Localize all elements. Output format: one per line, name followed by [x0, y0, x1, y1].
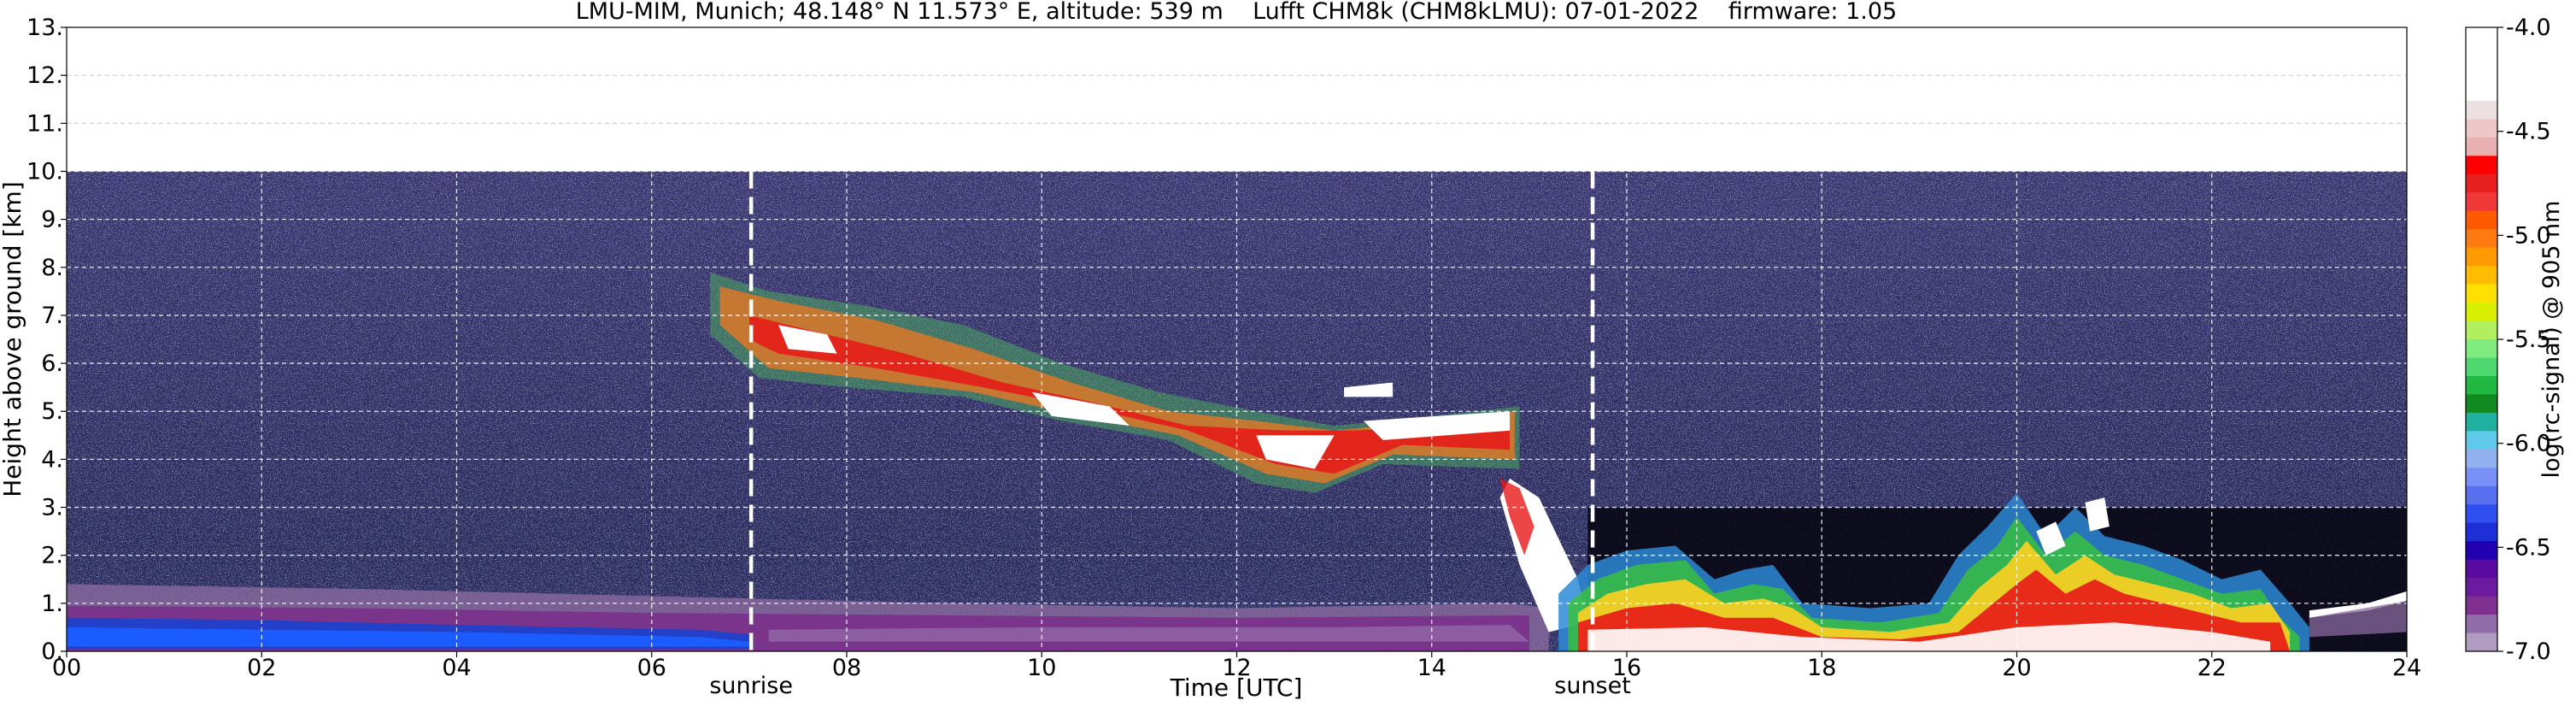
colorbar-segment — [2466, 63, 2497, 84]
x-tick-label: 18 — [1807, 655, 1836, 681]
y-tick-label: 0. — [41, 638, 63, 665]
colorbar-segment — [2466, 522, 2497, 542]
x-tick-label: 04 — [442, 655, 471, 681]
cirrus-core — [748, 315, 1511, 474]
x-tick-label: 16 — [1612, 655, 1641, 681]
y-axis: 0. 1. 2. 3. 4. 5. 6. 7. 8. 9. 10. 11. 12. 13. — [26, 15, 67, 665]
cirrus-white-3 — [1256, 435, 1335, 469]
y-tick-label: 1. — [41, 591, 63, 617]
x-tick-label: 24 — [2392, 655, 2421, 681]
annotation-layer: sunrise sunset — [709, 673, 1630, 699]
marker-layer — [748, 171, 1595, 651]
colorbar-segment — [2466, 541, 2497, 561]
colorbar-segment — [2466, 632, 2497, 652]
x-tick-label: 10 — [1027, 655, 1056, 681]
y-tick-label: 8. — [41, 255, 63, 281]
colorbar-segment — [2466, 229, 2497, 249]
x-tick-label: 12 — [1222, 655, 1251, 681]
colorbar-segment — [2466, 27, 2497, 47]
colorbar-tick-label: -4.0 — [2506, 15, 2551, 41]
y-tick-label: 4. — [41, 446, 63, 473]
y-tick-label: 3. — [41, 495, 63, 521]
colorbar-segment — [2466, 100, 2497, 120]
low-cloud-white-top-2 — [2085, 497, 2110, 532]
colorbar-segment — [2466, 357, 2497, 377]
colorbar-segment — [2466, 339, 2497, 359]
colorbar-segment — [2466, 485, 2497, 505]
x-tick-label: 06 — [637, 655, 666, 681]
low-cloud-white-top-1 — [2036, 521, 2066, 556]
colorbar-segment — [2466, 504, 2497, 524]
x-tick-label: 22 — [2198, 655, 2227, 681]
colorbar-segment — [2466, 559, 2497, 579]
y-tick-label: 10. — [26, 158, 63, 185]
colorbar-segment — [2466, 45, 2497, 65]
colorbar-segment — [2466, 596, 2497, 615]
boundary-layer-core — [67, 627, 749, 647]
grid-layer — [67, 27, 2407, 651]
y-tick-label: 13. — [26, 15, 63, 41]
x-tick-label: 02 — [247, 655, 276, 681]
y-tick-label: 6. — [41, 350, 63, 377]
colorbar: -4.0 -4.5 -5.0 -5.5 -6.0 -6.5 -7.0 — [2465, 15, 2551, 665]
colorbar-segment — [2466, 578, 2497, 597]
colorbar-tick-label: -5.0 — [2506, 222, 2551, 249]
colorbar-segment — [2466, 156, 2497, 175]
colorbar-segment — [2466, 210, 2497, 230]
plot-area — [67, 27, 2407, 651]
colorbar-segment — [2466, 468, 2497, 487]
sunset-label: sunset — [1554, 673, 1631, 699]
cirrus-white-2 — [1031, 391, 1130, 427]
colorbar-segment — [2466, 82, 2497, 102]
colorbar-label: log(rc-signal) @ 905 nm — [2538, 201, 2565, 479]
colorbar-tick-label: -6.0 — [2506, 431, 2551, 457]
boundary-layer-day — [768, 625, 1529, 642]
x-tick-label: 20 — [2002, 655, 2031, 681]
x-tick-label: 00 — [52, 655, 81, 681]
colorbar-segment — [2466, 303, 2497, 322]
colorbar-segment — [2466, 449, 2497, 468]
colorbar-segment — [2466, 321, 2497, 340]
colorbar-segment — [2466, 284, 2497, 303]
colorbar-tick-label: -7.0 — [2506, 638, 2551, 665]
late-layer-white — [2309, 591, 2407, 618]
colorbar-segment — [2466, 119, 2497, 138]
y-tick-label: 9. — [41, 207, 63, 233]
y-axis-label: Height above ground [km] — [0, 181, 26, 497]
sunrise-label: sunrise — [709, 673, 793, 699]
x-tick-label: 14 — [1417, 655, 1446, 681]
colorbar-segment — [2466, 412, 2497, 432]
colorbar-segment — [2466, 174, 2497, 193]
colorbar-segment — [2466, 615, 2497, 634]
colorbar-segment — [2466, 137, 2497, 156]
y-tick-label: 11. — [26, 110, 63, 137]
y-tick-label: 7. — [41, 303, 63, 329]
colorbar-segment — [2466, 247, 2497, 267]
late-layer-purple — [2309, 601, 2407, 638]
colorbar-segment — [2466, 266, 2497, 285]
cirrus-white-4 — [1363, 411, 1511, 440]
colorbar-segment — [2466, 431, 2497, 450]
chart-title: LMU-MIM, Munich; 48.148° N 11.573° E, al… — [576, 0, 1897, 25]
colorbar-segment — [2466, 192, 2497, 212]
cirrus-white-5 — [1344, 382, 1394, 397]
x-axis: 00 02 04 06 08 10 12 14 16 18 20 22 24 — [52, 651, 2421, 681]
fallstreak-red — [1499, 478, 1534, 556]
colorbar-tick-label: -5.5 — [2506, 327, 2551, 353]
x-tick-label: 08 — [832, 655, 861, 681]
colorbar-tick-label: -4.5 — [2506, 119, 2551, 145]
low-cloud-white — [1587, 622, 2271, 651]
y-tick-label: 12. — [26, 62, 63, 89]
y-tick-label: 5. — [41, 398, 63, 425]
x-axis-label: Time [UTC] — [1170, 674, 1303, 702]
y-tick-label: 2. — [41, 543, 63, 569]
colorbar-segment — [2466, 394, 2497, 414]
colorbar-tick-label: -6.5 — [2506, 534, 2551, 561]
colorbar-segment — [2466, 375, 2497, 396]
cirrus-white-1 — [778, 325, 837, 354]
